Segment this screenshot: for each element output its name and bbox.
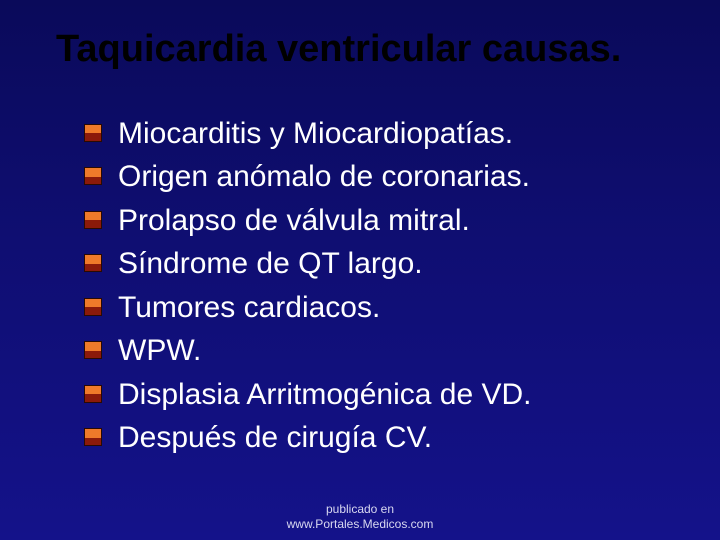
list-item: WPW.	[84, 329, 672, 373]
bullet-icon	[84, 428, 102, 446]
bullet-text: Síndrome de QT largo.	[118, 247, 423, 280]
bullet-icon	[84, 211, 102, 229]
bullet-text: Miocarditis y Miocardiopatías.	[118, 117, 513, 150]
footer-line1: publicado en	[326, 502, 394, 516]
list-item: Prolapso de válvula mitral.	[84, 199, 672, 243]
bullet-text: Displasia Arritmogénica de VD.	[118, 378, 532, 411]
bullet-text: Tumores cardiacos.	[118, 291, 380, 324]
list-item: Displasia Arritmogénica de VD.	[84, 373, 672, 417]
list-item: Después de cirugía CV.	[84, 416, 672, 460]
bullet-text: Después de cirugía CV.	[118, 421, 432, 454]
bullet-icon	[84, 167, 102, 185]
list-item: Tumores cardiacos.	[84, 286, 672, 330]
bullet-icon	[84, 385, 102, 403]
list-item: Miocarditis y Miocardiopatías.	[84, 112, 672, 156]
bullet-text: Origen anómalo de coronarias.	[118, 160, 530, 193]
bullet-text: Prolapso de válvula mitral.	[118, 204, 470, 237]
slide-title: Taquicardia ventricular causas.	[56, 28, 672, 72]
bullet-list: Miocarditis y Miocardiopatías. Origen an…	[84, 112, 672, 460]
bullet-icon	[84, 341, 102, 359]
footer-line2: www.Portales.Medicos.com	[287, 517, 434, 531]
list-item: Origen anómalo de coronarias.	[84, 155, 672, 199]
list-item: Síndrome de QT largo.	[84, 242, 672, 286]
bullet-icon	[84, 254, 102, 272]
bullet-text: WPW.	[118, 334, 201, 367]
footer: publicado en www.Portales.Medicos.com	[0, 502, 720, 532]
bullet-icon	[84, 124, 102, 142]
slide-container: Taquicardia ventricular causas. Miocardi…	[0, 0, 720, 540]
bullet-icon	[84, 298, 102, 316]
